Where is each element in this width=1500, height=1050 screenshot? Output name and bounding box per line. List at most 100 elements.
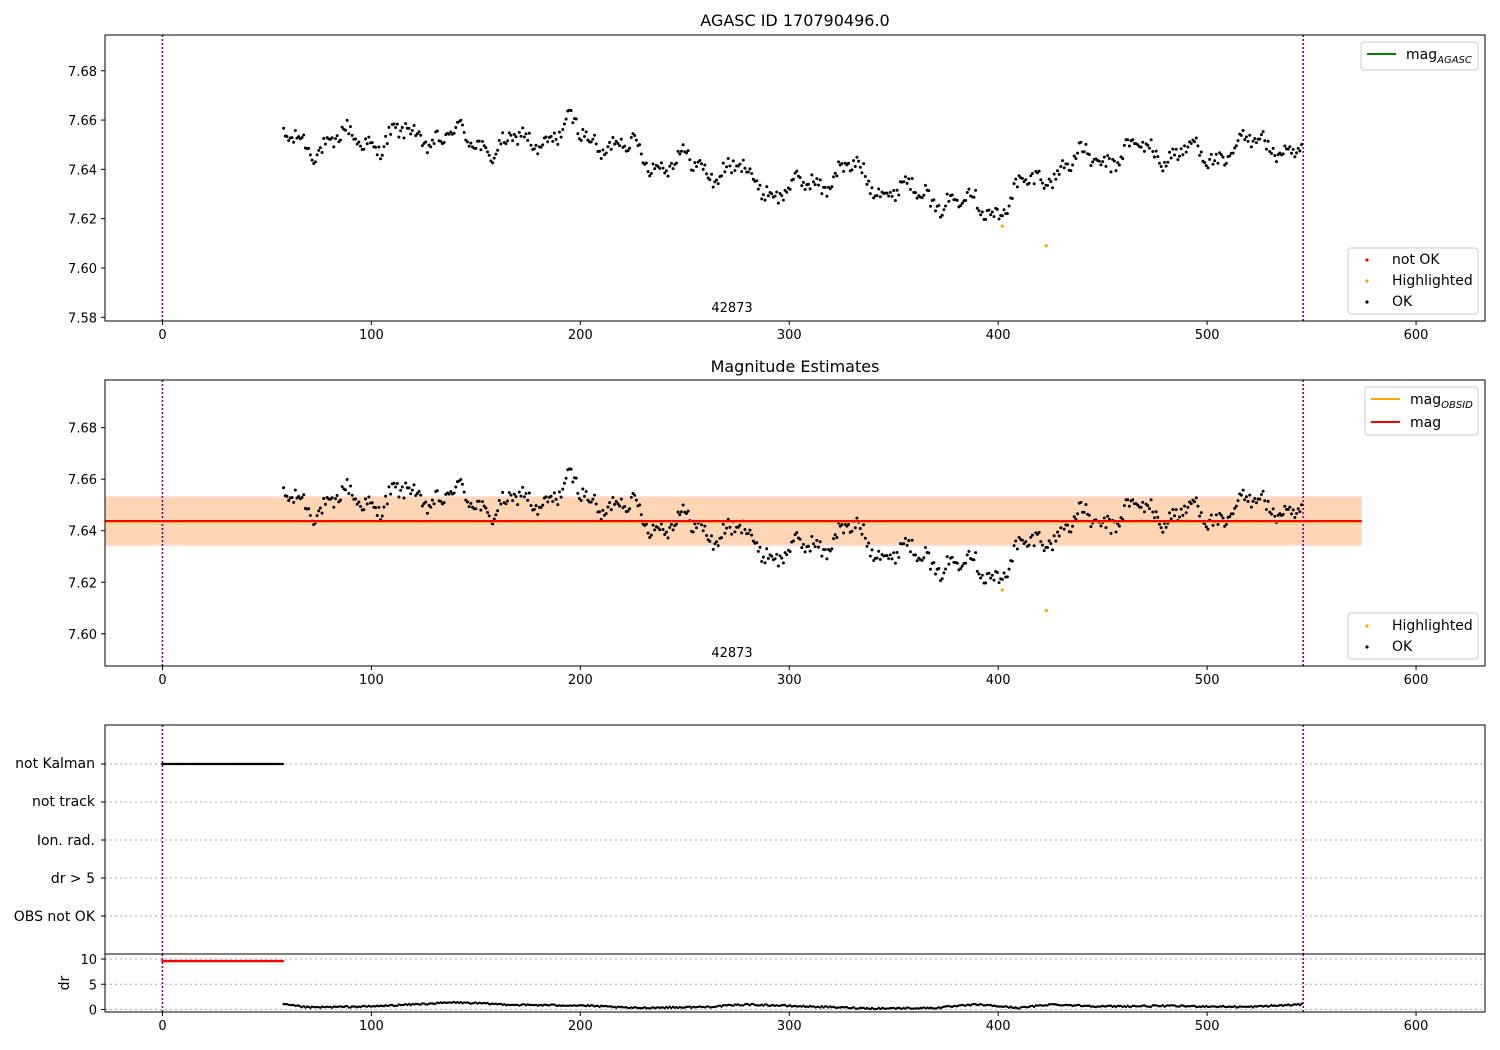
ok-point [348,125,352,129]
ok-point [357,140,361,144]
ok-point [1296,146,1300,150]
ok-point [1178,154,1182,158]
ok-point [723,531,727,535]
dr-point [350,1005,354,1008]
ok-point [1015,547,1019,551]
ok-point [562,122,566,126]
ok-point [780,194,784,198]
ok-point [1198,153,1202,157]
ok-point [1056,530,1060,534]
dr-point [760,1003,763,1006]
ok-point [1291,508,1295,512]
ok-point [318,506,322,510]
ok-point [661,166,665,170]
ok-point [527,131,531,135]
ok-point [512,492,516,496]
ok-point [534,143,538,147]
ok-point [915,196,919,200]
dr-point [1001,1005,1004,1009]
dr-point [782,1003,785,1007]
ok-point [751,177,755,181]
ok-point [529,504,533,508]
ok-point [810,173,814,177]
ok-point [1040,181,1044,185]
ok-point [1164,164,1168,168]
ok-point [400,126,404,130]
ok-point [419,133,423,137]
ok-point [937,203,941,207]
ok-point [302,133,306,137]
ok-point [776,201,780,205]
ok-point [1000,214,1004,218]
x-tick-label: 300 [777,1019,802,1034]
ok-point [897,556,901,560]
ok-point [1084,503,1088,507]
ok-point [628,146,632,150]
ok-point [923,545,927,549]
ok-point [395,122,399,126]
ok-point [832,175,836,179]
ok-point [442,141,446,145]
ok-point [659,522,663,526]
not-kalman-point [226,762,229,766]
ok-point [716,182,720,186]
dr-point [407,1002,411,1006]
ok-point [1107,157,1111,161]
ok-point [806,182,810,186]
ok-point [1264,508,1268,512]
dr-point [1193,1004,1196,1008]
dr-point [1126,1004,1129,1007]
ok-point [581,127,585,131]
ok-point [1154,149,1158,153]
ok-point [1116,522,1120,526]
ok-point [823,185,827,189]
ok-point [967,549,971,553]
ok-point [343,128,347,132]
ok-point [927,551,931,555]
ok-point [1106,154,1110,158]
ok-point [536,152,540,156]
ok-point [808,187,812,191]
ok-point [282,486,286,490]
ok-point [1174,147,1178,151]
ok-point [1231,512,1235,516]
ok-point [330,136,334,140]
ok-point [942,571,946,575]
ok-point [750,172,754,176]
ok-point [414,493,418,497]
ok-point [1208,157,1212,161]
x-tick-label: 100 [359,673,384,688]
ok-point [307,146,311,150]
ok-point [459,477,463,481]
ok-point [758,545,762,549]
ok-point [293,129,297,133]
ok-point [382,505,386,509]
ok-point [340,485,344,489]
x-tick-label: 0 [158,328,166,343]
ok-point [815,538,819,542]
magnitude-line-legend: magOBSID mag [1364,386,1479,436]
ok-point [646,170,650,174]
not-kalman-point [256,762,259,766]
ok-point [315,514,319,518]
ok-point [1233,146,1237,150]
y-tick-label: 5 [89,978,97,993]
ok-point [322,496,326,500]
ok-point [678,513,682,517]
ok-point [1221,155,1225,159]
ok-point [674,161,678,165]
ok-point [1161,169,1165,173]
ok-point [1198,514,1202,518]
dr-point [752,1002,755,1006]
ok-point [651,162,655,166]
dr-point [688,1005,692,1008]
ok-point [715,540,719,544]
ok-point [932,561,936,565]
ok-point [1084,142,1088,146]
ok-point [942,208,946,212]
ok-point [1062,166,1066,170]
ok-point [297,495,301,499]
ok-point [860,171,864,175]
ok-point [1102,516,1106,520]
ok-point [1259,492,1263,496]
